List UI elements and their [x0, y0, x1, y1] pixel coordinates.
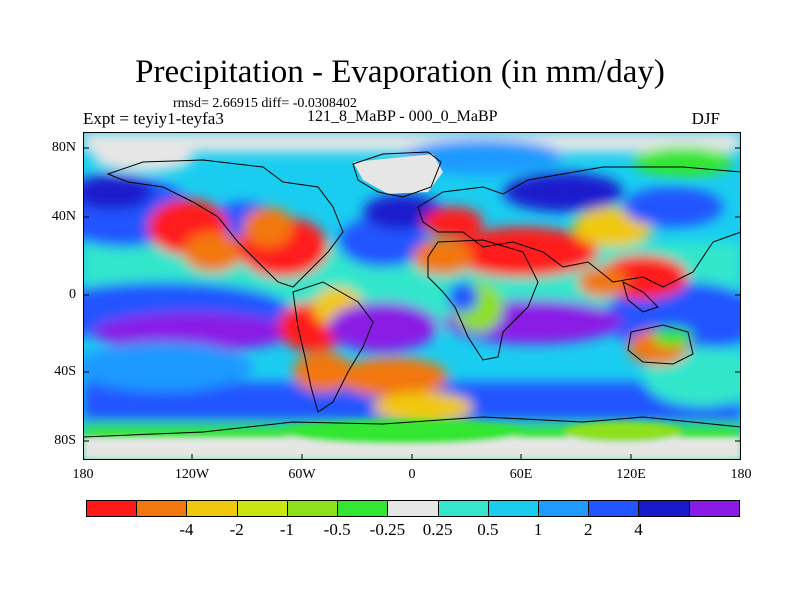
- colorbar-swatch: [538, 501, 590, 516]
- colorbar-label: -4: [179, 520, 194, 539]
- colorbar-swatch: [438, 501, 489, 516]
- colorbar-swatch: [589, 501, 640, 516]
- colorbar: [86, 500, 740, 517]
- colorbar-label: 1: [533, 520, 543, 539]
- x-tick-label: 0: [408, 467, 416, 482]
- y-tick-label: 0: [69, 287, 76, 302]
- colorbar-swatch: [187, 501, 238, 516]
- colorbar-swatch: [87, 501, 138, 516]
- x-tick-label: 180: [72, 467, 94, 482]
- y-tick-label: 80N: [51, 140, 76, 155]
- y-tick-label: 40N: [51, 209, 76, 224]
- tick-marks: [83, 147, 741, 460]
- colorbar-swatch: [689, 501, 739, 516]
- colorbar-swatch: [338, 501, 389, 516]
- colorbar-swatch: [287, 501, 339, 516]
- colorbar-swatch: [488, 501, 539, 516]
- period-label: 121_8_MaBP - 000_0_MaBP: [307, 108, 498, 125]
- y-tick-label: 40S: [54, 364, 76, 379]
- experiment-label: Expt = teyiy1-teyfa3: [83, 109, 224, 128]
- x-tick-label: 180: [730, 467, 752, 482]
- x-tick-label: 60E: [509, 467, 533, 482]
- colorbar-label: 0.5: [477, 520, 499, 539]
- colorbar-label: 2: [584, 520, 593, 539]
- pe-field-map: [83, 132, 741, 460]
- x-tick-label: 120E: [616, 467, 646, 482]
- greenland-field: [353, 154, 443, 194]
- stats-label: rmsd= 2.66915 diff= -0.0308402: [173, 96, 357, 111]
- antarctica-field: [83, 420, 741, 460]
- colorbar-label: 4: [634, 520, 643, 539]
- season-label: DJF: [691, 109, 720, 128]
- x-tick-label: 120W: [174, 467, 210, 482]
- x-tick-label: 60W: [288, 467, 316, 482]
- map-title: Precipitation - Evaporation (in mm/day): [135, 54, 665, 90]
- colorbar-label: -0.5: [323, 520, 351, 539]
- colorbar-swatch: [237, 501, 288, 516]
- colorbar-label: -2: [229, 520, 244, 539]
- colorbar-swatch: [639, 501, 690, 516]
- colorbar-label: 0.25: [422, 520, 453, 539]
- colorbar-label: -0.25: [369, 520, 406, 539]
- colorbar-label: -1: [279, 520, 294, 539]
- colorbar-swatch: [137, 501, 188, 516]
- y-tick-label: 80S: [54, 433, 76, 448]
- map-panel: [83, 132, 741, 460]
- colorbar-swatch: [388, 501, 439, 516]
- coastlines: [83, 151, 741, 438]
